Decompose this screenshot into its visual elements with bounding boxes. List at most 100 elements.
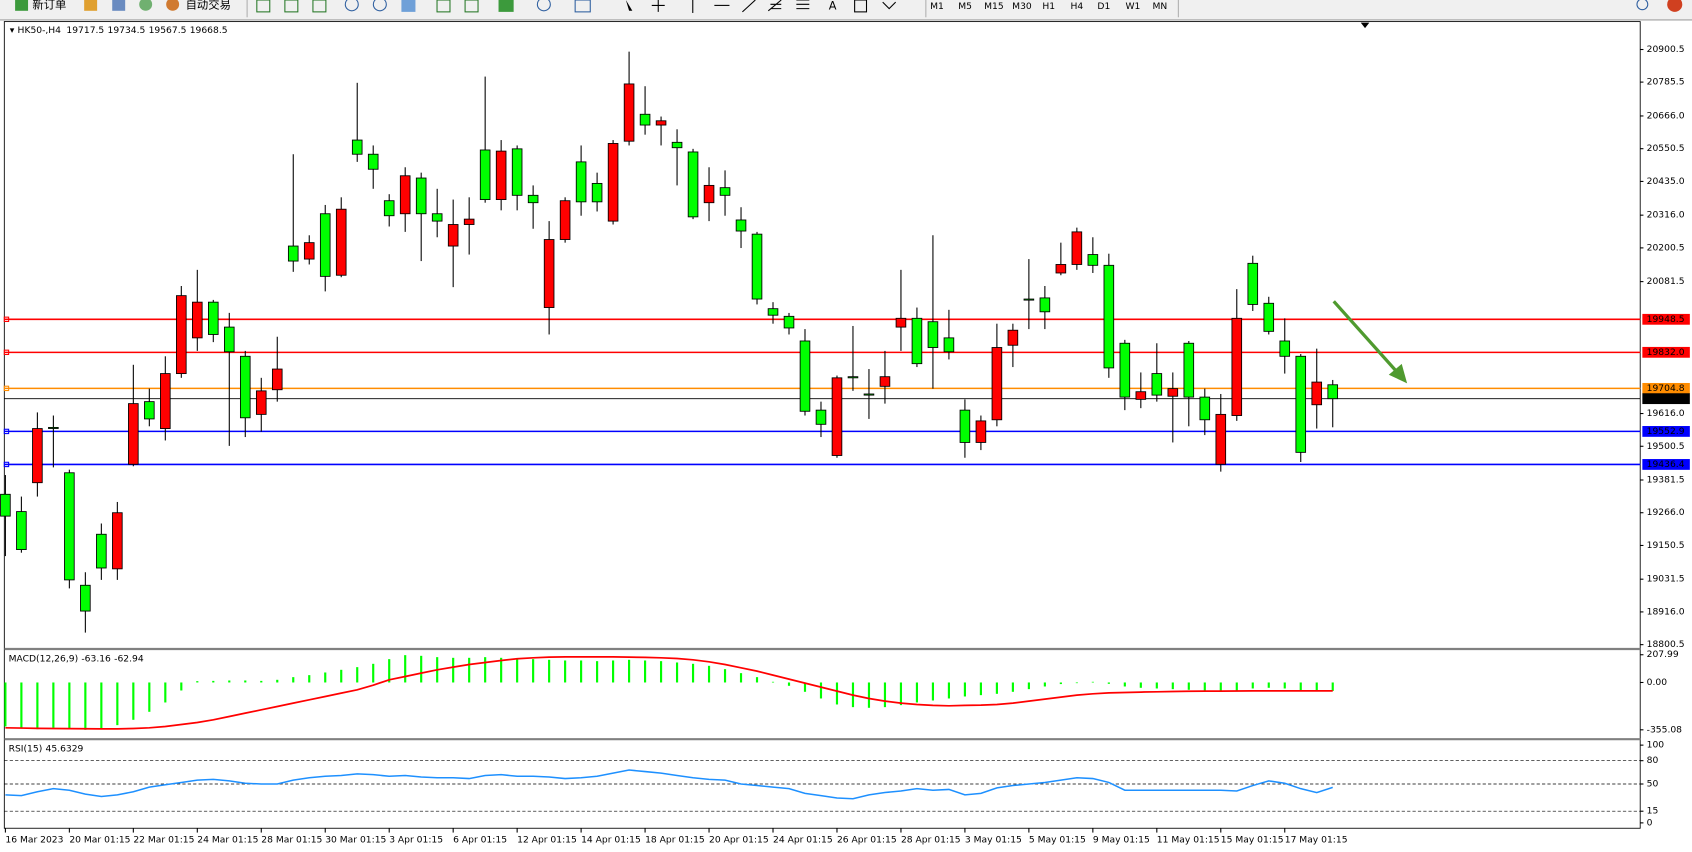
auto-trading-icon[interactable]	[166, 0, 180, 11]
toolbar-icon[interactable]	[574, 0, 591, 13]
candle-body	[799, 340, 811, 412]
x-tick-label: 20 Mar 01:15	[69, 835, 130, 846]
timeframe-button[interactable]: M15	[984, 1, 1004, 12]
macd-bar	[691, 663, 695, 683]
zoom-in-icon[interactable]	[344, 0, 359, 12]
candle-body	[607, 143, 619, 222]
candle-body	[735, 219, 747, 232]
macd-bar	[931, 682, 935, 701]
fibo-icon[interactable]	[796, 0, 810, 10]
macd-bar	[292, 677, 295, 683]
x-tick-label: 22 Mar 01:15	[133, 835, 194, 846]
notification-icon[interactable]	[1667, 0, 1683, 12]
y-tick-label: 80	[1647, 755, 1659, 766]
text-tool[interactable]: A	[829, 0, 837, 12]
timeframe-button[interactable]: H4	[1070, 1, 1083, 12]
candle-body	[719, 187, 731, 196]
toolbar-icon[interactable]	[312, 0, 327, 13]
toolbar-icon[interactable]	[401, 0, 416, 12]
label-icon[interactable]	[854, 0, 868, 13]
macd-bar	[899, 682, 903, 706]
trendline-icon[interactable]	[742, 0, 756, 13]
x-tick-label: 16 Mar 2023	[5, 835, 63, 846]
header-low: 19567.5	[149, 25, 187, 36]
candle-body	[1263, 302, 1275, 332]
timeframe-button[interactable]: M30	[1012, 1, 1032, 12]
toolbar-icon[interactable]	[536, 0, 551, 12]
candle-body	[399, 175, 411, 215]
candle-body	[991, 347, 1003, 421]
macd-bar	[979, 682, 982, 696]
macd-title: MACD(12,26,9)	[9, 653, 79, 664]
macd-bar	[340, 669, 343, 683]
y-tick-label: 20666.0	[1647, 110, 1685, 121]
x-tick-label: 30 Mar 01:15	[325, 835, 386, 846]
header-high: 19734.5	[108, 25, 146, 36]
candle-body	[495, 150, 507, 201]
macd-bar	[1155, 682, 1158, 689]
toolbar-icon[interactable]	[84, 0, 98, 11]
new-order-icon[interactable]	[15, 0, 29, 11]
toolbar-icon[interactable]	[436, 0, 451, 13]
timeframe-button[interactable]: M1	[930, 1, 944, 12]
timeframe-button[interactable]: W1	[1125, 1, 1140, 12]
toolbar-icon[interactable]	[498, 0, 514, 12]
candle-body	[80, 584, 91, 612]
candle-body	[911, 317, 923, 365]
timeframe-button[interactable]: MN	[1152, 1, 1167, 12]
macd-bar	[835, 682, 839, 705]
macd-bar	[1059, 682, 1062, 685]
candle-body	[687, 151, 699, 218]
toolbar-icon[interactable]	[139, 0, 153, 11]
y-tick-label: 19616.0	[1647, 408, 1685, 419]
macd-bar	[164, 682, 167, 703]
x-tick-label: 9 May 01:15	[1093, 835, 1150, 846]
macd-bar	[196, 681, 199, 683]
timeframe-button[interactable]: M5	[958, 1, 972, 12]
macd-signal-line	[5, 656, 1333, 730]
macd-bar	[1139, 682, 1142, 688]
price-level-label: 19832.0	[1647, 347, 1685, 358]
macd-bar	[723, 669, 727, 683]
candle-body	[303, 242, 315, 260]
candle-body	[208, 301, 219, 335]
candle-body	[1103, 264, 1115, 369]
macd-bar	[20, 682, 23, 729]
candle-body	[1151, 373, 1163, 396]
macd-bar	[1123, 682, 1126, 687]
toolbar-icon[interactable]	[112, 0, 126, 11]
timeframe-button[interactable]: H1	[1042, 1, 1055, 12]
search-icon[interactable]	[1636, 0, 1649, 11]
macd-bar	[883, 682, 887, 708]
candle-body	[591, 182, 603, 203]
candle-body	[623, 83, 635, 142]
macd-bar	[532, 659, 535, 683]
rsi-line	[5, 769, 1333, 800]
toolbar-icon[interactable]	[284, 0, 299, 13]
macd-bar	[947, 682, 951, 699]
macd-bar	[180, 682, 183, 691]
macd-signal: -62.94	[114, 653, 144, 664]
macd-bar	[388, 659, 391, 683]
toolbar-icon[interactable]	[256, 0, 271, 13]
macd-bar	[915, 682, 919, 703]
y-tick-label: 15	[1647, 806, 1659, 817]
macd-bar	[212, 680, 215, 683]
candle-body	[351, 139, 363, 155]
candle-body	[64, 472, 75, 581]
arrows-icon[interactable]	[882, 1, 897, 10]
crosshair-icon[interactable]	[651, 0, 665, 12]
zoom-out-icon[interactable]	[372, 0, 387, 12]
macd-bar	[84, 682, 87, 730]
x-tick-label: 28 Mar 01:15	[261, 835, 322, 846]
toolbar-icon[interactable]	[464, 0, 479, 13]
y-tick-label: 19150.5	[1647, 540, 1685, 551]
candle-body	[0, 493, 11, 517]
new-order-button[interactable]: 新订单	[32, 0, 66, 11]
y-tick-label: 100	[1647, 740, 1665, 751]
y-tick-label: 0.00	[1647, 677, 1668, 688]
y-tick-label: 20316.0	[1647, 210, 1685, 221]
channel-icon[interactable]	[767, 0, 782, 12]
timeframe-button[interactable]: D1	[1097, 1, 1110, 12]
auto-trading-button[interactable]: 自动交易	[186, 0, 231, 11]
